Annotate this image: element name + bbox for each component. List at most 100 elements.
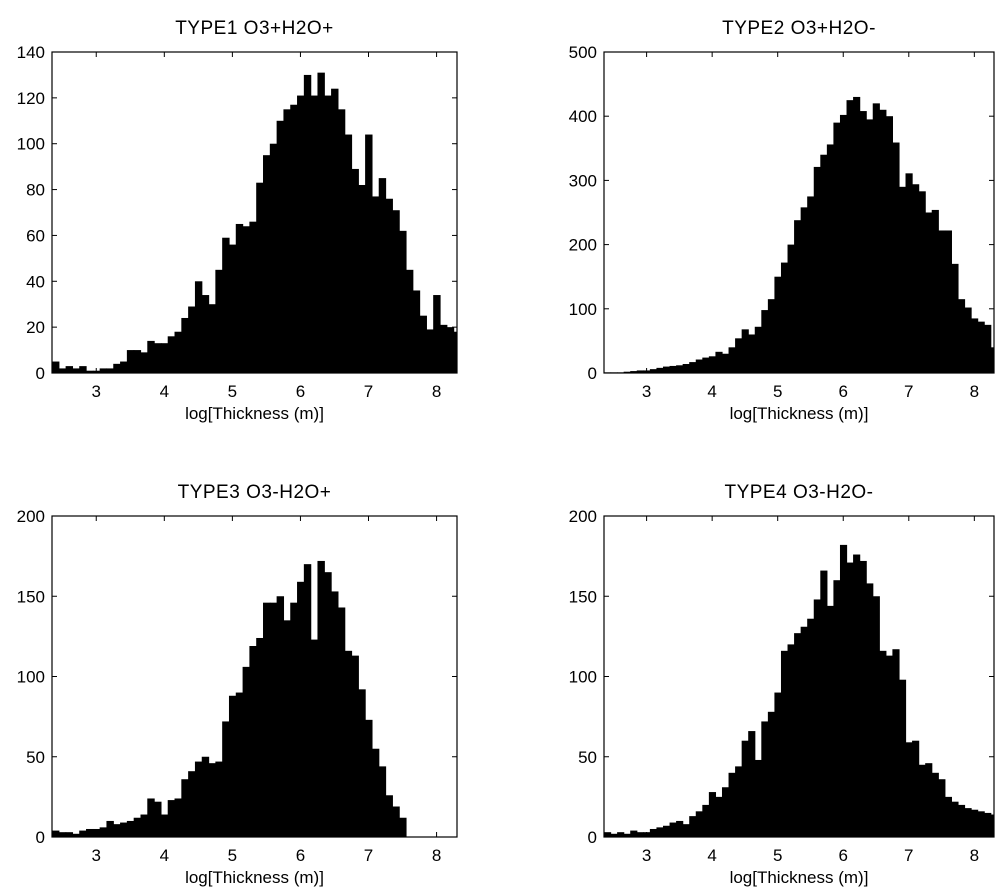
x-tick-label: 4	[160, 382, 169, 401]
histogram-bar	[371, 196, 380, 373]
histogram-bar	[918, 191, 926, 373]
x-tick-label: 5	[228, 382, 237, 401]
histogram-bar	[263, 602, 271, 837]
histogram-bar	[358, 184, 366, 373]
histogram-bar	[794, 220, 802, 373]
histogram-bar	[905, 173, 913, 373]
histogram-bar	[794, 633, 802, 837]
histogram-bar	[905, 742, 913, 837]
histogram-bar	[669, 365, 677, 373]
y-tick-label: 60	[26, 226, 45, 245]
histogram-bar	[859, 560, 867, 837]
histogram-bar	[126, 350, 135, 373]
histogram-bar	[297, 581, 305, 837]
histogram-bar	[610, 833, 618, 837]
histogram-bar	[636, 832, 644, 837]
histogram-bar	[780, 262, 789, 373]
histogram-bar	[405, 269, 414, 373]
histogram-bar	[971, 318, 979, 373]
histogram-bar	[58, 368, 67, 373]
x-axis-label: log[Thickness (m)]	[185, 868, 324, 887]
histogram-bar	[721, 787, 730, 837]
histogram-bar	[337, 109, 346, 373]
histogram-bar	[944, 796, 952, 837]
histogram-bar	[215, 761, 223, 837]
histogram-bar	[188, 306, 196, 373]
histogram-bar	[194, 281, 203, 373]
histogram-bar	[702, 804, 710, 837]
x-tick-label: 6	[839, 382, 848, 401]
histogram-bar	[604, 832, 612, 837]
histogram-bar	[780, 650, 789, 837]
y-tick-label: 40	[26, 272, 45, 291]
x-tick-label: 3	[642, 382, 651, 401]
histogram-bar	[147, 340, 155, 373]
histogram-bar	[228, 695, 237, 837]
histogram-bar	[774, 692, 782, 837]
x-tick-label: 4	[707, 846, 716, 865]
x-tick-label: 8	[432, 382, 441, 401]
histogram-bar	[735, 338, 743, 373]
y-tick-label: 0	[36, 828, 45, 847]
histogram-bar	[669, 822, 677, 837]
histogram-bar	[912, 184, 920, 373]
histogram-bar	[351, 168, 359, 373]
x-tick-label: 7	[904, 382, 913, 401]
histogram-bar	[317, 560, 325, 837]
histogram-bar	[433, 295, 441, 373]
histogram-bar	[833, 122, 841, 373]
y-tick-label: 150	[17, 587, 45, 606]
histogram-bar	[58, 832, 67, 837]
histogram-bar	[813, 599, 821, 837]
histogram-bar	[120, 822, 128, 837]
histogram-bar	[990, 347, 994, 373]
histogram-bar	[324, 572, 332, 837]
histogram-bar	[662, 366, 671, 373]
histogram-bar	[833, 580, 841, 837]
histogram-bar	[826, 605, 835, 837]
histogram-bar	[623, 371, 631, 373]
histogram-bar	[140, 814, 148, 837]
histogram-bar	[800, 207, 808, 373]
histogram-bar	[392, 210, 400, 373]
y-tick-label: 120	[17, 89, 45, 108]
histogram-bar	[767, 711, 776, 837]
histogram-panel-type4: TYPE4 O3-H2O- log[Thickness (m)] 3 4 5 6 7 8 0…	[569, 482, 995, 887]
histogram-bar	[944, 230, 952, 373]
panel-title: TYPE3 O3-H2O+	[178, 482, 332, 503]
histogram-bar	[188, 771, 196, 837]
histogram-bar	[228, 244, 237, 373]
histogram-bar	[317, 72, 325, 373]
histogram-bar	[365, 134, 373, 373]
histogram-bar	[99, 827, 108, 837]
histogram-bar	[378, 178, 387, 373]
histogram-bar	[439, 324, 448, 373]
y-tick-label: 50	[26, 748, 45, 767]
histogram-bar	[167, 800, 176, 837]
x-tick-label: 8	[970, 382, 979, 401]
histogram-bar	[399, 817, 407, 837]
histogram-bar	[885, 655, 893, 837]
histogram-bar	[820, 154, 828, 373]
y-tick-label: 0	[36, 364, 45, 383]
histogram-bars	[604, 544, 994, 837]
histogram-bar	[181, 317, 189, 373]
y-tick-label: 0	[588, 828, 597, 847]
y-tick-label: 0	[588, 364, 597, 383]
histogram-bar	[977, 321, 985, 373]
histogram-bar	[957, 299, 966, 373]
histogram-bar	[283, 109, 291, 373]
x-tick-label: 8	[432, 846, 441, 865]
histogram-bar	[689, 362, 697, 373]
histogram-bar	[885, 116, 893, 373]
histogram-bar	[872, 103, 880, 373]
histogram-bar	[358, 689, 366, 837]
histogram-bar	[721, 353, 730, 373]
histogram-bars	[604, 96, 994, 373]
histogram-bar	[879, 650, 887, 837]
histogram-bar	[263, 155, 271, 373]
y-tick-label: 20	[26, 318, 45, 337]
y-tick-label: 300	[569, 171, 597, 190]
histogram-bar	[695, 811, 703, 837]
